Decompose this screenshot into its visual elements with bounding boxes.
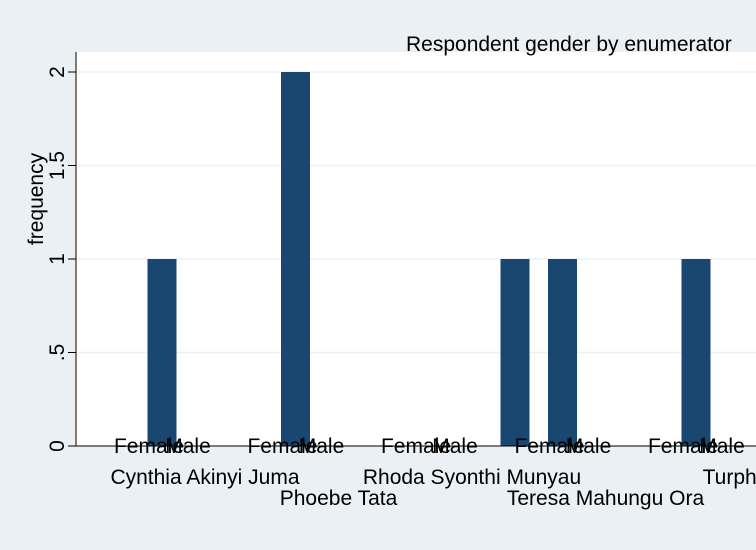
y-tick-label: 2	[46, 66, 69, 78]
y-tick-label: .5	[46, 344, 69, 362]
chart-title: Respondent gender by enumerator	[406, 33, 732, 56]
enumerator-label: Rhoda Syonthi Munyau	[363, 466, 581, 489]
enumerator-label: Cynthia Akinyi Juma	[110, 466, 299, 489]
y-tick-label: 1	[46, 253, 69, 265]
bar-category-label: Male	[566, 435, 612, 458]
gridlines	[77, 71, 756, 354]
y-tick-label: 0	[46, 440, 69, 452]
bar-category-label: Male	[699, 435, 745, 458]
enumerator-label: Teresa Mahungu Ora	[507, 487, 705, 510]
bar	[500, 259, 530, 446]
y-ticks: 0 .5 1 1.5 2	[46, 66, 76, 452]
bar-category-label: Female	[114, 435, 184, 458]
plot-area	[76, 52, 756, 446]
enumerator-label: Turpher	[703, 466, 756, 489]
bar-category-label: Male	[165, 435, 211, 458]
bar	[281, 72, 310, 446]
bar-category-label: Female	[247, 435, 317, 458]
y-tick-label: 1.5	[46, 151, 69, 180]
bar-category-label: Female	[381, 435, 451, 458]
bar-category-label: Male	[432, 435, 478, 458]
bar-category-label: Female	[514, 435, 584, 458]
bar-category-label: Female	[648, 435, 718, 458]
bars	[147, 72, 711, 446]
y-axis-title: frequency	[25, 152, 48, 245]
bar-category-label: Male	[299, 435, 345, 458]
bar	[147, 259, 177, 446]
bar	[681, 259, 711, 446]
enumerator-label: Phoebe Tata	[280, 487, 398, 510]
bar	[548, 259, 577, 446]
